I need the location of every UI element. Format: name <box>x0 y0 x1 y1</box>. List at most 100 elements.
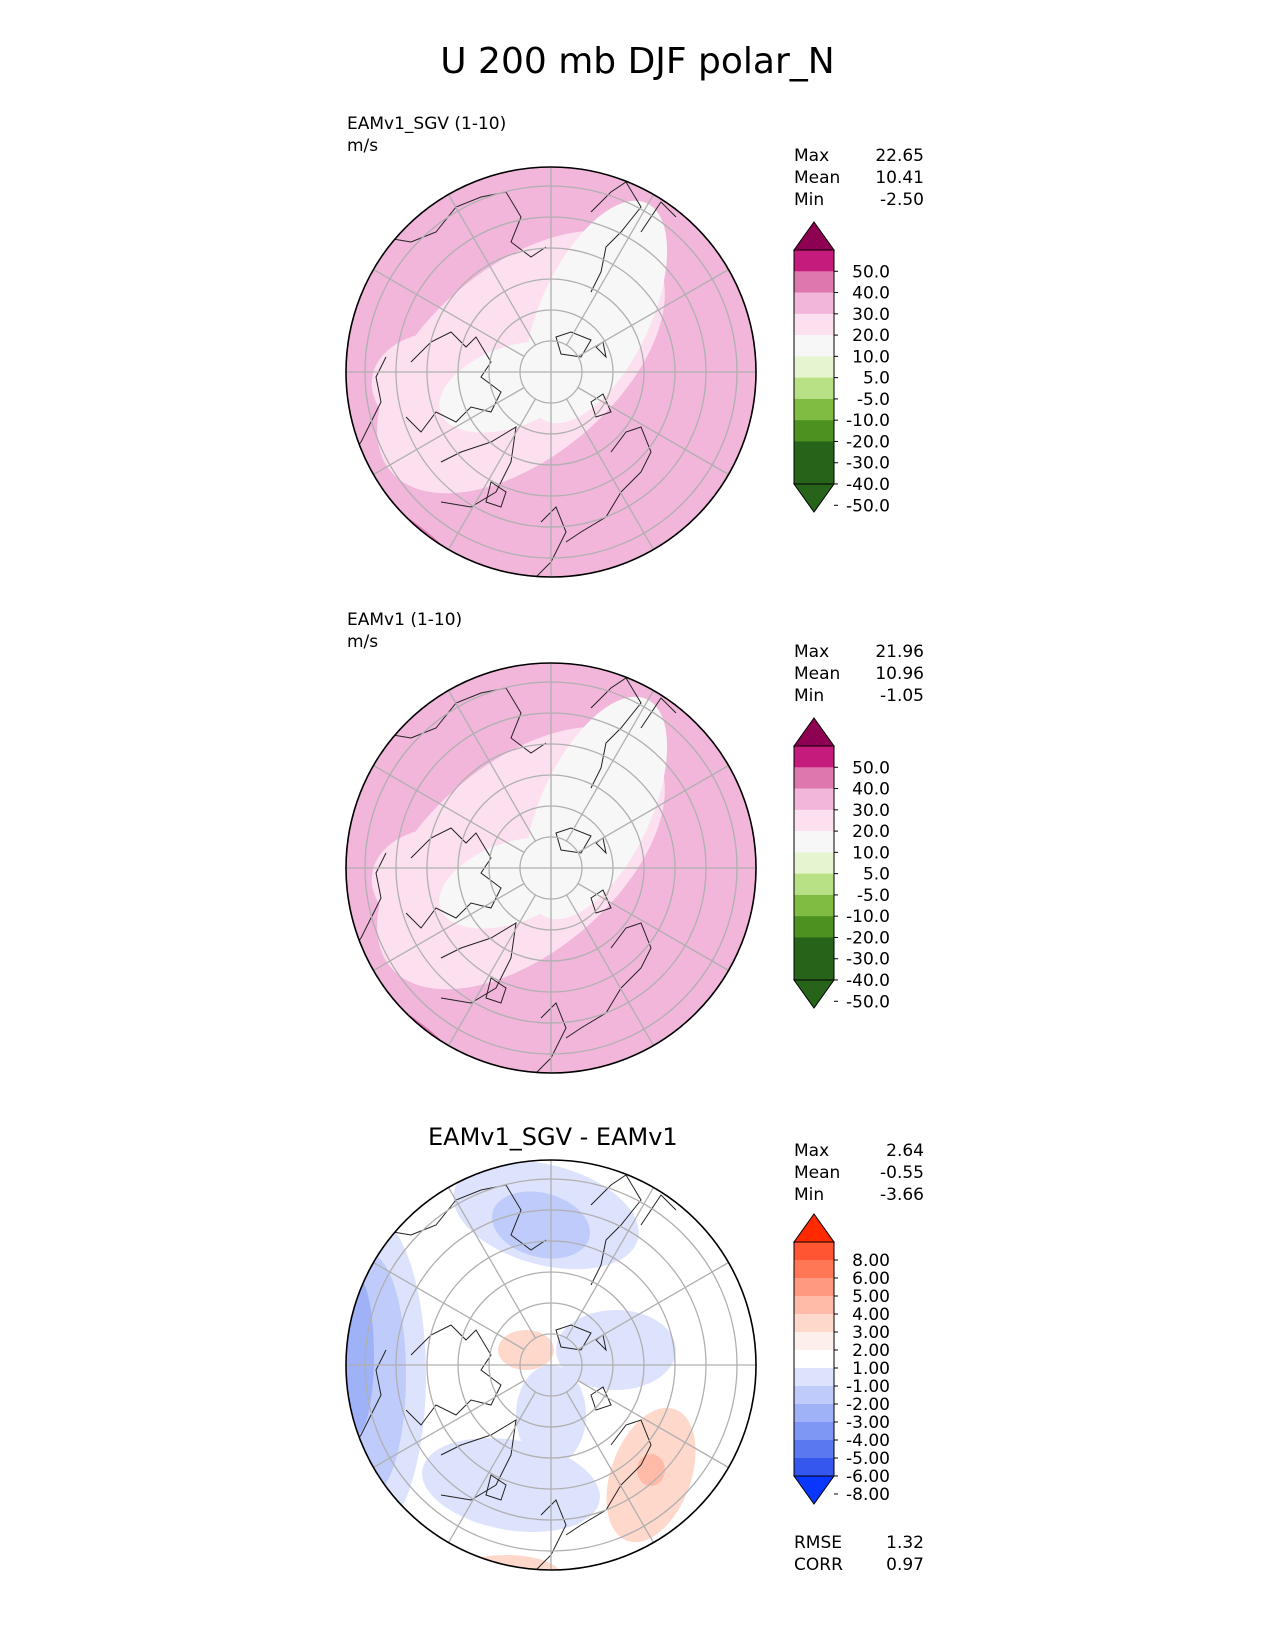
coastline <box>590 181 642 293</box>
colorbar-frame <box>793 249 835 485</box>
colorbar-tick-label: 10.0 <box>852 347 890 367</box>
colorbar-segment <box>794 873 834 896</box>
colorbar-segment <box>794 958 834 981</box>
colorbar-segment <box>794 831 834 853</box>
colorbar-segment <box>794 441 834 464</box>
footer-stat-label: RMSE <box>794 1533 843 1553</box>
colorbar-segment <box>794 1350 834 1369</box>
colorbar-segment <box>794 1332 834 1351</box>
colorbar-segment <box>794 767 834 790</box>
coastline <box>590 677 642 789</box>
colorbar-tick-label: -6.00 <box>846 1467 890 1487</box>
meridian-line <box>447 194 537 346</box>
colorbar-tick-label: 5.00 <box>852 1287 890 1307</box>
meridian-line <box>565 1187 655 1339</box>
colorbar-segment <box>794 1260 834 1279</box>
meridian-line <box>447 398 537 550</box>
map-field <box>346 1160 756 1570</box>
stat-label: Max <box>794 1141 830 1161</box>
map-field <box>346 663 756 1073</box>
meridian-line <box>447 894 537 1046</box>
stat-max: Max 21.96 <box>794 641 924 663</box>
colorbar-segment <box>794 1296 834 1315</box>
colorbar-extend-top <box>793 221 835 251</box>
coastline <box>590 1174 642 1286</box>
colorbar-tick-label: 30.0 <box>852 305 890 325</box>
meridian-line <box>565 1391 655 1543</box>
colorbar-segment <box>794 1458 834 1477</box>
stat-label: Mean <box>794 168 841 188</box>
panel3-title: EAMv1_SGV - EAMv1 <box>428 1123 678 1151</box>
stat-label: Max <box>794 642 830 662</box>
panel2-name: EAMv1 (1-10) <box>347 610 463 630</box>
panel2-units: m/s <box>347 632 379 652</box>
coastline <box>485 1474 507 1501</box>
coastline <box>590 393 612 418</box>
colorbar-tick-label: 10.0 <box>852 843 890 863</box>
colorbar-tick-label: 4.00 <box>852 1305 890 1325</box>
colorbar-segment <box>794 420 834 442</box>
field-low-contour <box>439 837 583 929</box>
colorbar-tick-label: 50.0 <box>852 262 890 282</box>
stat-label: Mean <box>794 664 841 684</box>
colorbar-tick-label: 1.00 <box>852 1359 890 1379</box>
colorbar-tick-label: -5.0 <box>857 390 890 410</box>
meridian-line <box>373 1261 525 1351</box>
colorbar-segment <box>794 894 834 917</box>
panel3-polar-map <box>345 1159 757 1571</box>
field-low-contour <box>439 341 583 433</box>
colorbar-tick-label: -10.0 <box>846 411 890 431</box>
colorbar-segment <box>794 398 834 421</box>
stat-value: 21.96 <box>875 642 924 662</box>
colorbar-segment <box>794 1368 834 1387</box>
colorbar-extend-top <box>793 1213 835 1243</box>
stat-value: 10.96 <box>875 664 924 684</box>
colorbar-segment <box>794 1404 834 1423</box>
footer-stat-value: 1.32 <box>886 1533 924 1553</box>
colorbar-segment <box>794 1422 834 1441</box>
colorbar-segment <box>794 292 834 315</box>
colorbar-tick-label: 40.0 <box>852 780 890 800</box>
panel2-colorbar: 50.040.030.020.010.05.0-5.0-10.0-20.0-30… <box>793 717 890 1012</box>
colorbar-tick-label: 5.0 <box>863 865 890 885</box>
meridian-line <box>565 894 655 1046</box>
stat-value: -1.05 <box>880 686 924 706</box>
colorbar-tick-label: -40.0 <box>846 475 890 495</box>
meridian-line <box>373 386 525 476</box>
coastline <box>565 922 652 1039</box>
coastline <box>555 331 592 358</box>
coastline <box>555 827 592 854</box>
stat-min: Min -3.66 <box>794 1184 924 1206</box>
stat-label: Min <box>794 686 825 706</box>
panel2-polar-map <box>345 662 757 1074</box>
stat-label: Min <box>794 190 825 210</box>
figure-title: U 200 mb DJF polar_N <box>440 41 835 82</box>
colorbar-segment <box>794 1386 834 1405</box>
colorbar-tick-label: -10.0 <box>846 907 890 927</box>
coastline <box>485 481 507 508</box>
colorbar-segment <box>794 1278 834 1297</box>
colorbar-segment <box>794 1314 834 1333</box>
stat-value: 22.65 <box>875 146 924 166</box>
meridian-line <box>373 764 525 854</box>
colorbar-frame <box>793 745 835 981</box>
meridian-line <box>565 690 655 842</box>
stat-value: -3.66 <box>880 1185 924 1205</box>
stat-min: Min -1.05 <box>794 685 924 707</box>
colorbar-tick-label: 20.0 <box>852 326 890 346</box>
map-boundary <box>345 1159 757 1571</box>
colorbar-tick-label: -5.00 <box>846 1449 890 1469</box>
stat-mean: Mean -0.55 <box>794 1162 924 1184</box>
meridian-line <box>577 882 729 972</box>
stat-max: Max 2.64 <box>794 1140 924 1162</box>
coastline <box>405 331 502 433</box>
colorbar-segment <box>794 462 834 485</box>
colorbar-tick-label: 40.0 <box>852 284 890 304</box>
stat-value: -2.50 <box>880 190 924 210</box>
map-boundary <box>345 662 757 1074</box>
panel1-polar-map <box>345 166 757 578</box>
coastline <box>640 201 677 233</box>
colorbar-segment <box>794 809 834 832</box>
panel1-units: m/s <box>347 136 379 156</box>
meridian-line <box>577 764 729 854</box>
